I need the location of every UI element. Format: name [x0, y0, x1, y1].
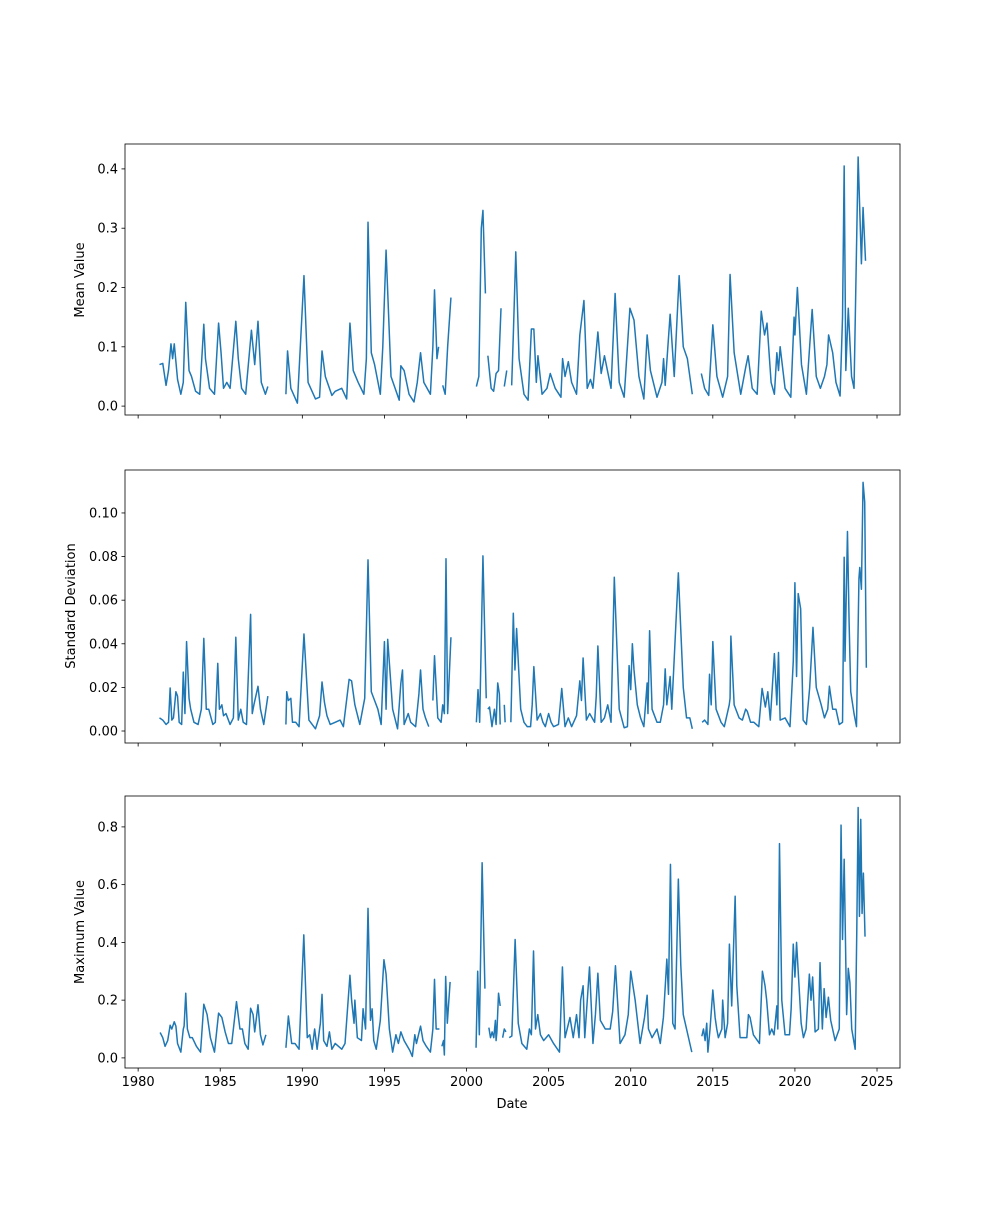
- series-line-std-segment-3: [475, 555, 487, 724]
- y-tick-label-std-2: 0.04: [89, 637, 118, 652]
- y-tick-label-max-3: 0.6: [97, 878, 118, 893]
- series-line-std-segment-0: [159, 613, 269, 726]
- x-tick-label-2015: 2015: [696, 1075, 729, 1090]
- series-line-max-segment-0: [159, 992, 267, 1053]
- series-line-std-segment-1: [285, 559, 430, 730]
- y-tick-label-mean-3: 0.3: [97, 222, 118, 237]
- series-line-mean-segment-4: [487, 308, 502, 393]
- series-line-std-segment-2: [432, 558, 452, 724]
- x-tick-label-2025: 2025: [860, 1075, 893, 1090]
- y-tick-label-std-4: 0.08: [89, 550, 118, 565]
- series-line-mean-segment-2: [441, 297, 452, 395]
- y-tick-label-max-0: 0.0: [97, 1051, 118, 1066]
- series-line-mean-segment-1: [285, 221, 440, 404]
- axes-frame-max: [124, 795, 901, 1069]
- series-line-mean-segment-0: [159, 301, 269, 395]
- series-line-mean-segment-5: [503, 370, 508, 387]
- y-tick-label-std-1: 0.02: [89, 681, 118, 696]
- series-line-std-segment-6: [510, 572, 694, 729]
- axes-frame-mean: [124, 143, 901, 416]
- y-tick-label-mean-2: 0.2: [97, 281, 118, 296]
- series-line-max-segment-1: [285, 907, 440, 1058]
- series-line-max-segment-3: [475, 861, 486, 1048]
- series-line-std-segment-4: [487, 682, 501, 728]
- series-line-std-segment-7: [701, 481, 868, 728]
- series-line-max-segment-5: [501, 1028, 507, 1038]
- series-line-max-segment-6: [508, 863, 693, 1053]
- x-tick-label-2020: 2020: [778, 1075, 811, 1090]
- x-tick-label-1980: 1980: [122, 1075, 155, 1090]
- series-line-mean-segment-3: [475, 209, 487, 387]
- series-line-std-segment-5: [503, 704, 506, 723]
- x-tick-label-1995: 1995: [368, 1075, 401, 1090]
- y-tick-label-mean-4: 0.4: [97, 162, 118, 177]
- y-tick-label-std-3: 0.06: [89, 594, 118, 609]
- y-tick-label-mean-0: 0.0: [97, 400, 118, 415]
- y-tick-label-max-1: 0.2: [97, 994, 118, 1009]
- series-line-mean-segment-7: [700, 156, 867, 398]
- y-tick-label-std-5: 0.10: [89, 506, 118, 521]
- series-line-max-segment-2: [441, 975, 451, 1056]
- y-tick-label-max-4: 0.8: [97, 820, 118, 835]
- y-tick-label-max-2: 0.4: [97, 936, 118, 951]
- panel-std: 0.00 0.02 0.04 0.06 0.08 0.10: [89, 469, 901, 747]
- panel-mean: 0.0 0.1 0.2 0.3 0.4: [97, 143, 901, 419]
- x-tick-label-2000: 2000: [450, 1075, 483, 1090]
- panel-std-ylabel: Standard Deviation: [64, 543, 79, 668]
- y-tick-label-std-0: 0.00: [89, 725, 118, 740]
- x-tick-label-1990: 1990: [286, 1075, 319, 1090]
- x-axis-label: Date: [496, 1097, 527, 1112]
- axes-frame-std: [124, 469, 901, 744]
- x-tick-label-1985: 1985: [204, 1075, 237, 1090]
- x-tick-label-2005: 2005: [532, 1075, 565, 1090]
- series-line-max-segment-4: [488, 992, 501, 1042]
- x-tick-label-2010: 2010: [614, 1075, 647, 1090]
- panel-mean-ylabel: Mean Value: [73, 242, 88, 317]
- series-line-mean-segment-6: [510, 251, 694, 401]
- y-tick-label-mean-1: 0.1: [97, 340, 118, 355]
- series-line-max-segment-7: [701, 806, 866, 1053]
- panel-max-ylabel: Maximum Value: [73, 880, 88, 984]
- panel-max: 1980 1985 1990 1995 2000 2005 2010 2015 2020 2025…: [97, 795, 901, 1090]
